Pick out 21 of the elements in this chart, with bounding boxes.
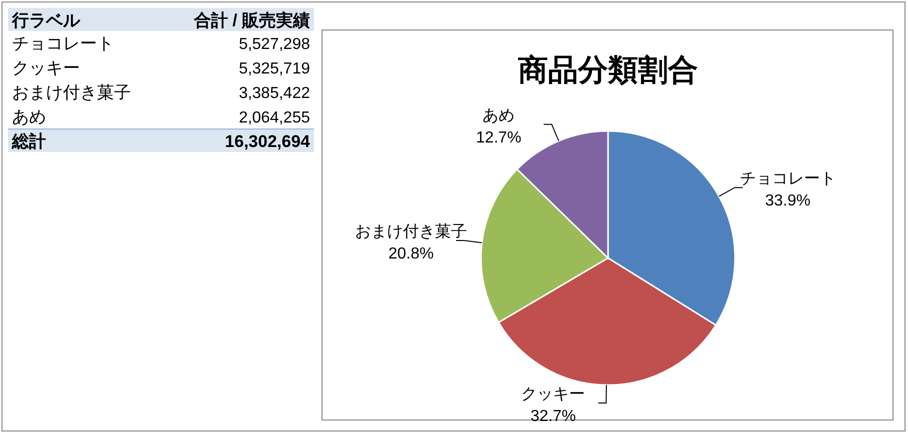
text: あめ xyxy=(12,108,46,126)
text: おまけ付き菓子 xyxy=(12,83,131,102)
text: 総計 xyxy=(11,132,46,151)
text: 5,325,719 xyxy=(238,60,310,78)
data-label: 32.7% xyxy=(530,408,576,425)
text: 2,064,255 xyxy=(238,110,310,126)
slice-label: クッキー xyxy=(521,386,586,403)
text: 行ラベル xyxy=(11,11,81,30)
text: 5,527,298 xyxy=(238,36,310,53)
text: 合計 / 販売実績 xyxy=(192,11,310,30)
data-label: 33.9% xyxy=(765,192,810,210)
text: クッキー xyxy=(12,58,80,78)
slice-label: おまけ付き菓子 xyxy=(355,222,468,241)
data-label: 20.8% xyxy=(388,246,434,263)
text: 16,302,694 xyxy=(224,132,311,151)
chart-title: 商品分類割合 xyxy=(518,53,698,87)
data-label: 12.7% xyxy=(476,129,522,146)
text: チョコレート xyxy=(12,34,114,53)
slice-label: あめ xyxy=(482,107,515,124)
text: 3,385,422 xyxy=(238,85,310,102)
slice-label: チョコレート xyxy=(740,170,836,188)
